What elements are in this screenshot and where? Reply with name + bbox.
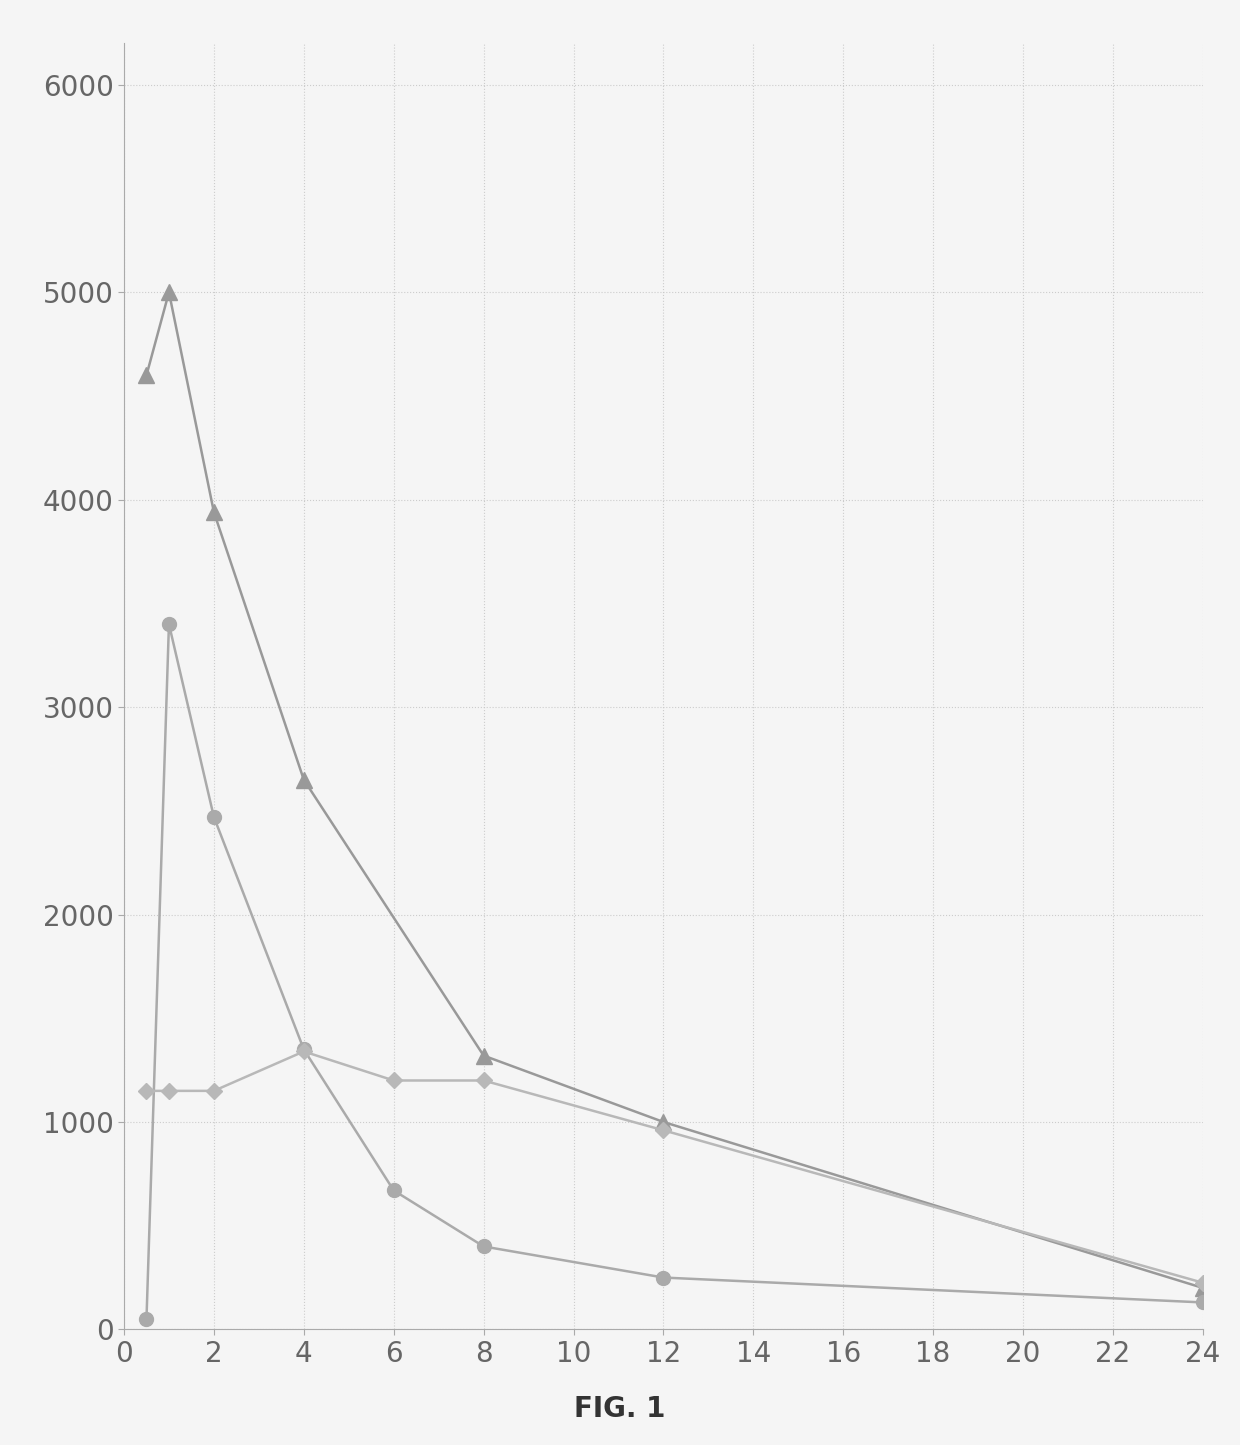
Text: FIG. 1: FIG. 1 <box>574 1394 666 1423</box>
